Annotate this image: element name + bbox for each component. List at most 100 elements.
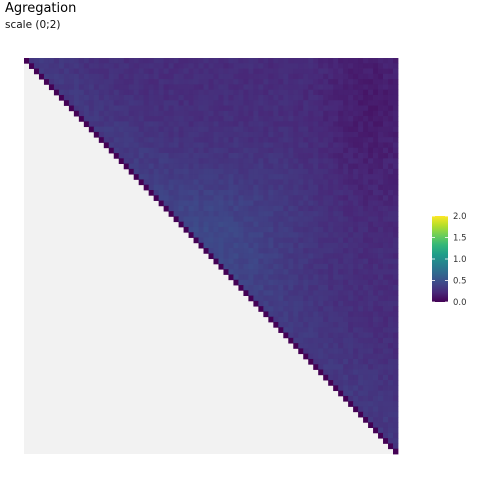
heatmap-cell <box>108 105 115 112</box>
heatmap-cell <box>278 163 284 170</box>
heatmap-cell <box>323 116 329 122</box>
heatmap-cell <box>263 174 269 180</box>
heatmap-cell <box>223 179 229 186</box>
heatmap-cell <box>243 68 249 75</box>
heatmap-cell <box>278 168 284 175</box>
heatmap-cell <box>378 121 384 128</box>
heatmap-cell <box>68 79 75 85</box>
heatmap-cell <box>388 168 394 175</box>
heatmap-cell <box>368 237 374 244</box>
heatmap-cell <box>338 348 344 355</box>
heatmap-cell <box>148 79 155 85</box>
heatmap-cell <box>113 79 120 85</box>
heatmap-cell <box>198 237 204 244</box>
heatmap-cell <box>313 253 319 260</box>
heatmap-cell <box>383 274 389 281</box>
heatmap-cell <box>303 300 309 307</box>
heatmap-cell <box>303 316 309 323</box>
heatmap-cell <box>383 68 389 75</box>
heatmap-cell <box>363 295 369 302</box>
heatmap-cell <box>343 248 349 254</box>
heatmap-cell <box>303 221 309 228</box>
heatmap-cell <box>323 263 329 270</box>
heatmap-cell <box>318 269 324 275</box>
heatmap-cell <box>298 242 304 249</box>
heatmap-cell <box>223 242 229 249</box>
heatmap-cell <box>388 258 394 265</box>
heatmap-cell <box>288 147 294 154</box>
heatmap-cell <box>348 401 354 407</box>
heatmap-cell <box>178 205 184 212</box>
heatmap-cell <box>368 411 374 418</box>
heatmap-cell <box>333 163 339 170</box>
heatmap-cell <box>343 179 349 186</box>
heatmap-cell <box>313 232 319 238</box>
heatmap-cell <box>393 237 399 244</box>
heatmap-cell <box>323 126 329 133</box>
heatmap-cell <box>353 121 359 128</box>
heatmap-cell <box>383 242 389 249</box>
heatmap-cell <box>88 73 95 80</box>
heatmap-cell <box>388 174 394 180</box>
heatmap-cell <box>343 153 349 159</box>
heatmap-cell <box>243 221 249 228</box>
heatmap-cell <box>328 168 334 175</box>
heatmap-cell <box>138 89 145 96</box>
heatmap-cell <box>378 168 384 175</box>
heatmap-cell <box>213 105 219 112</box>
heatmap-cell <box>358 137 364 143</box>
heatmap-cell <box>308 142 314 149</box>
heatmap-cell <box>343 374 349 381</box>
heatmap-cell <box>248 205 254 212</box>
heatmap-cell <box>383 395 389 402</box>
heatmap-cell <box>73 100 80 106</box>
chart-title: Agregation <box>5 1 77 16</box>
heatmap-cell <box>113 73 120 80</box>
heatmap-cell <box>353 327 359 333</box>
heatmap-cell <box>363 216 369 223</box>
heatmap-cell <box>248 121 254 128</box>
heatmap-cell <box>133 110 140 117</box>
heatmap-cell <box>178 216 184 223</box>
heatmap-cell <box>363 279 369 286</box>
heatmap-cell <box>153 84 160 91</box>
heatmap-cell <box>243 253 249 260</box>
heatmap-cell <box>118 142 125 149</box>
heatmap-cell <box>43 68 50 75</box>
heatmap-cell <box>393 327 399 333</box>
heatmap-cell <box>113 137 120 143</box>
heatmap-cell <box>338 126 344 133</box>
heatmap-cell <box>228 94 234 101</box>
heatmap-cell <box>388 142 394 149</box>
heatmap-cell <box>268 110 274 117</box>
heatmap-cell <box>188 153 194 159</box>
heatmap-cell <box>308 195 314 201</box>
heatmap-cell <box>128 121 135 128</box>
heatmap-cell <box>278 84 284 91</box>
heatmap-cell <box>73 79 80 85</box>
heatmap-cell <box>333 316 339 323</box>
heatmap-cell <box>173 179 179 186</box>
heatmap-cell <box>358 411 364 418</box>
heatmap-cell <box>383 263 389 270</box>
heatmap-cell <box>348 285 354 291</box>
heatmap-cell <box>233 84 239 91</box>
heatmap-cell <box>373 417 379 423</box>
heatmap-cell <box>323 131 329 138</box>
heatmap-cell <box>288 174 294 180</box>
heatmap-cell <box>348 395 354 402</box>
heatmap-cell <box>213 168 219 175</box>
heatmap-cell <box>393 343 399 349</box>
heatmap-cell <box>303 332 309 339</box>
heatmap-cell <box>383 422 389 428</box>
heatmap-cell <box>353 337 359 344</box>
heatmap-cell <box>338 168 344 175</box>
heatmap-cell <box>323 89 329 96</box>
heatmap-cell <box>253 221 259 228</box>
heatmap-cell <box>348 94 354 101</box>
heatmap-cell <box>243 142 249 149</box>
heatmap-cell <box>333 242 339 249</box>
heatmap-cell <box>228 179 234 186</box>
heatmap-cell <box>213 58 219 64</box>
heatmap-cell <box>333 205 339 212</box>
